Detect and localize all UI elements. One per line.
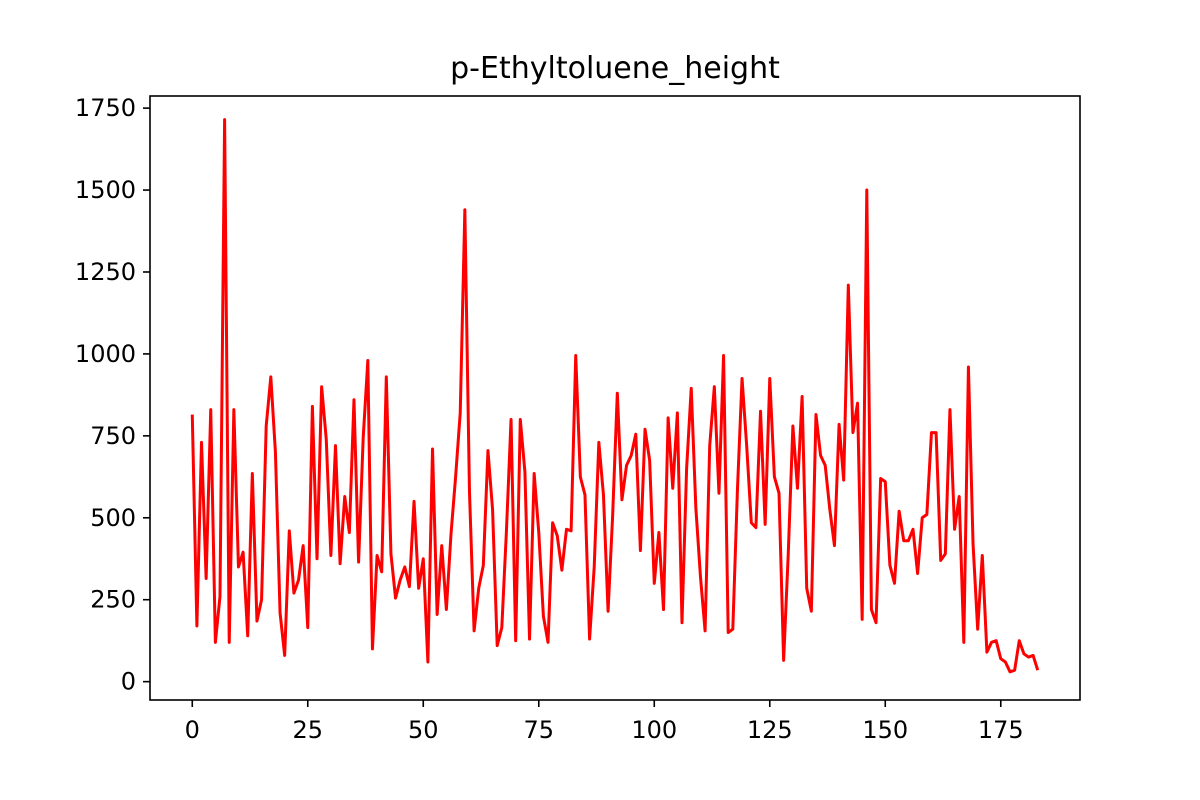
plot-frame (149, 95, 1081, 701)
series-layer (190, 118, 1040, 674)
y-tick-label: 750 (90, 422, 136, 450)
x-axis-ticks: 0 25 50 75 100 125 150 175 (185, 700, 1024, 744)
x-tick-label: 25 (292, 716, 323, 744)
x-tick-label: 0 (185, 716, 200, 744)
y-tick-label: 0 (121, 668, 136, 696)
x-tick-label: 125 (747, 716, 793, 744)
x-tick-label: 75 (523, 716, 554, 744)
x-tick-label: 175 (978, 716, 1024, 744)
x-tick-label: 50 (408, 716, 439, 744)
series-line (190, 118, 1040, 674)
y-axis-ticks: 0 250 500 750 1000 1250 1500 1750 (75, 94, 150, 696)
y-tick-label: 500 (90, 504, 136, 532)
x-tick-label: 150 (862, 716, 908, 744)
y-tick-label: 250 (90, 586, 136, 614)
y-tick-label: 1750 (75, 94, 136, 122)
y-tick-label: 1500 (75, 176, 136, 204)
y-tick-label: 1250 (75, 258, 136, 286)
x-tick-label: 100 (631, 716, 677, 744)
chart-title: p-Ethyltoluene_height (450, 51, 780, 86)
y-tick-label: 1000 (75, 340, 136, 368)
